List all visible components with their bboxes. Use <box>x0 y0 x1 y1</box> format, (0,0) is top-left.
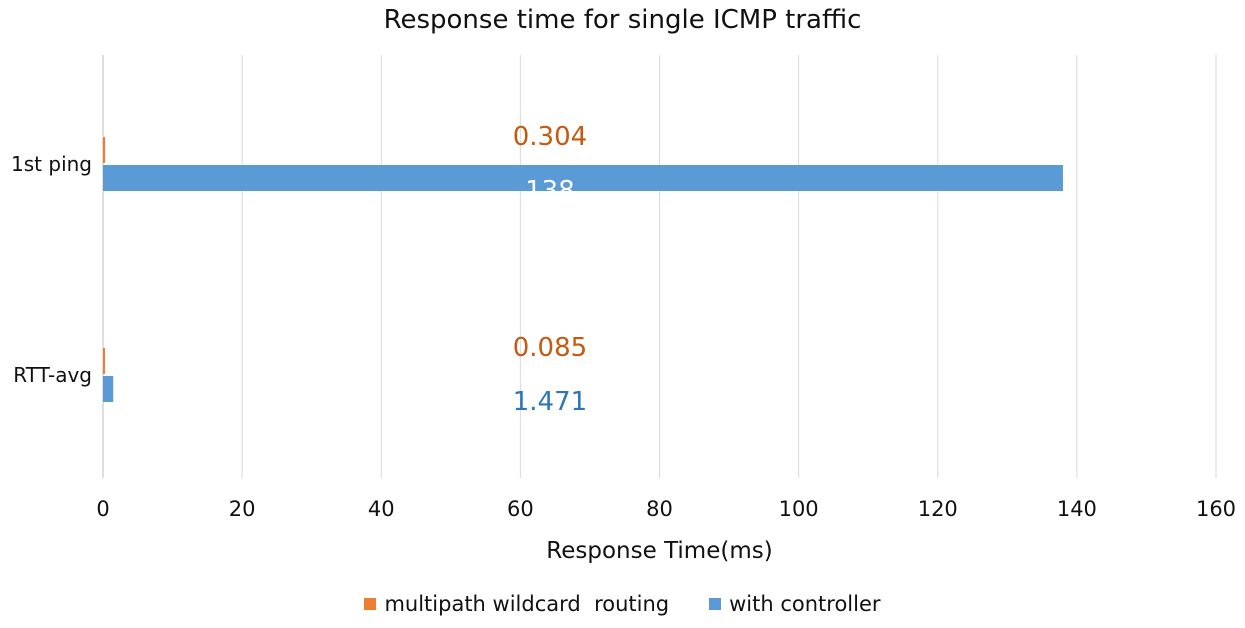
x-tick-label-60: 60 <box>507 497 534 521</box>
legend-label-controller: with controller <box>729 592 881 616</box>
x-tick-label-140: 140 <box>1057 497 1097 521</box>
data-label-controller-0: 138 <box>525 176 575 206</box>
chart-legend: multipath wildcard routing with controll… <box>0 592 1245 616</box>
bar-controller-1 <box>103 376 114 402</box>
legend-label-multipath: multipath wildcard routing <box>384 592 670 616</box>
x-tick-label-160: 160 <box>1196 497 1236 521</box>
category-label-0: 1st ping <box>11 152 92 176</box>
x-tick-label-120: 120 <box>918 497 958 521</box>
legend-item-controller: with controller <box>709 592 881 616</box>
bar-multipath-0 <box>103 137 106 163</box>
x-tick-label-20: 20 <box>229 497 256 521</box>
legend-item-multipath: multipath wildcard routing <box>364 592 669 616</box>
x-tick-label-40: 40 <box>368 497 395 521</box>
x-tick-label-0: 0 <box>96 497 109 521</box>
category-label-1: RTT-avg <box>13 363 92 387</box>
bar-multipath-1 <box>103 348 105 374</box>
data-label-multipath-1: 0.085 <box>513 333 587 363</box>
bar-controller-0 <box>103 165 1063 191</box>
x-tick-label-80: 80 <box>646 497 673 521</box>
x-axis-title: Response Time(ms) <box>546 538 772 564</box>
data-label-multipath-0: 0.304 <box>513 122 587 152</box>
legend-swatch-controller <box>709 598 722 610</box>
data-label-controller-1: 1.471 <box>513 387 587 417</box>
x-tick-label-100: 100 <box>779 497 819 521</box>
chart-title: Response time for single ICMP traffic <box>383 5 862 35</box>
legend-swatch-multipath <box>364 598 377 610</box>
